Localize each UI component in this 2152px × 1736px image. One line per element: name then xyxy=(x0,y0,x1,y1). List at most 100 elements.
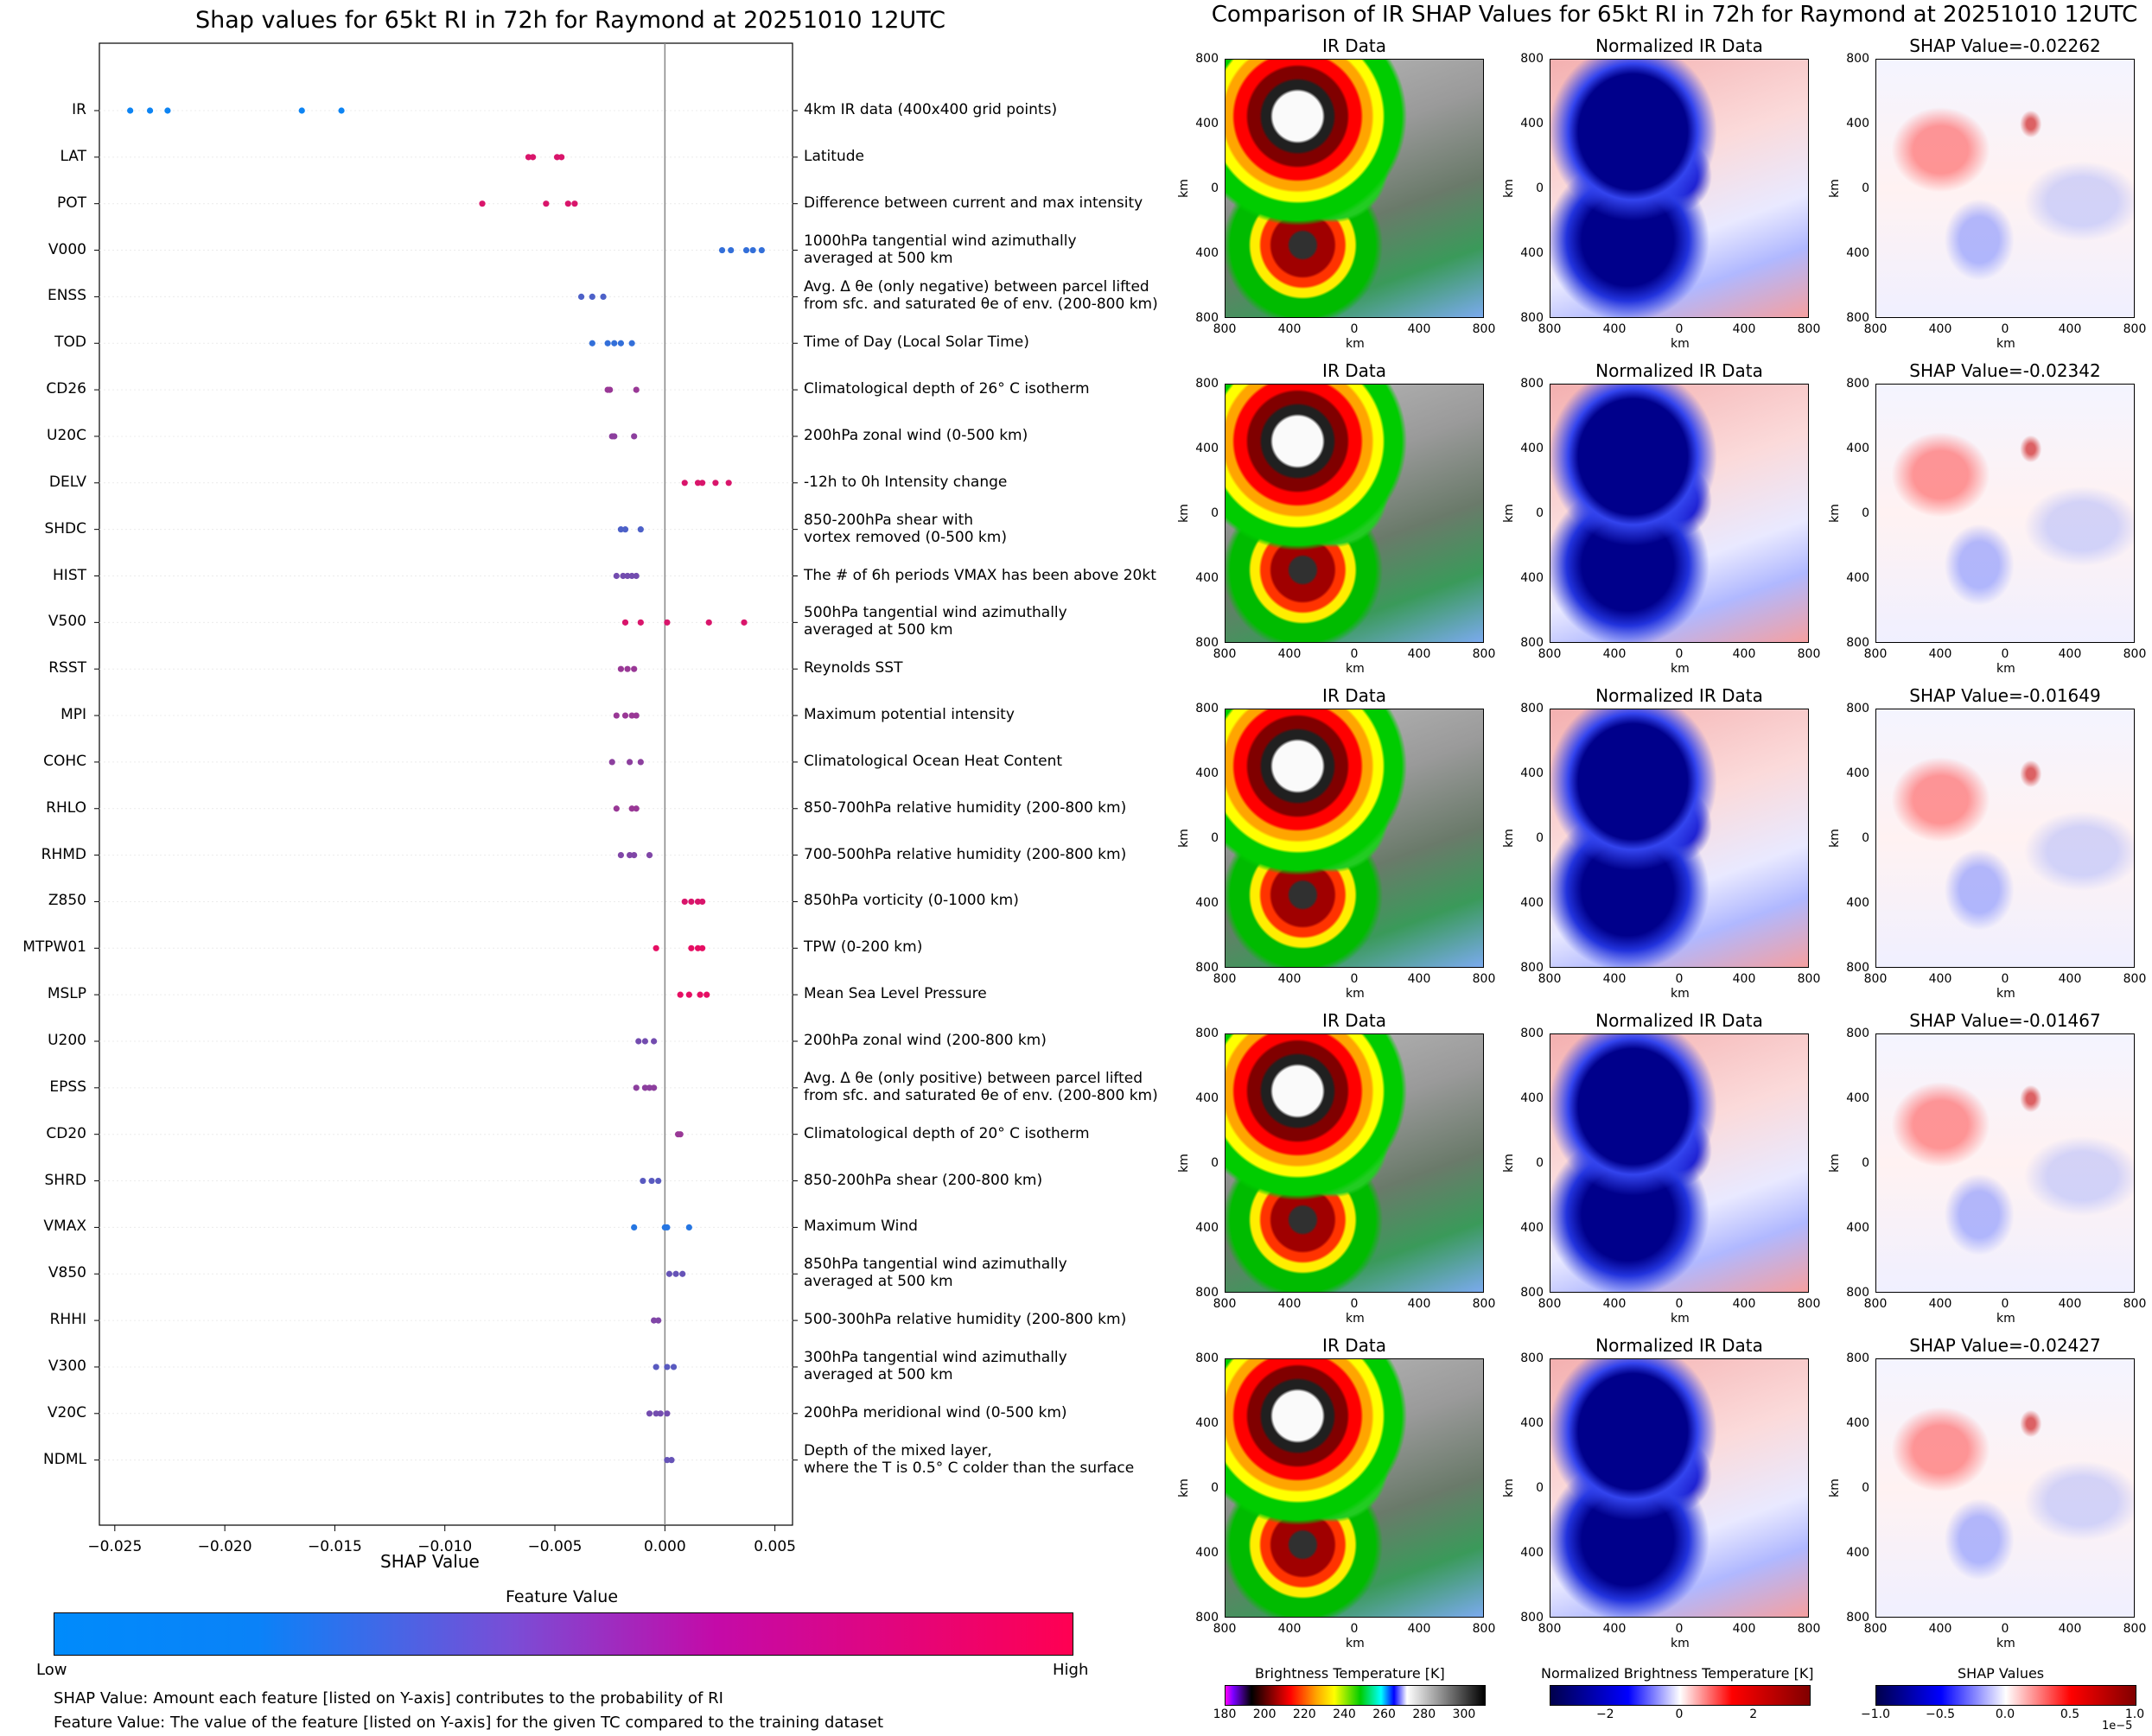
panel-y-tick-label: 0 xyxy=(1862,506,1869,520)
feature-label-pot: POT xyxy=(56,194,86,212)
panel-x-axis-label: km xyxy=(1996,987,2015,1001)
panel-x-tick-label: 400 xyxy=(1277,972,1302,986)
panel-x-tick-label: 0 xyxy=(1675,1297,1684,1311)
shap-point-v500 xyxy=(664,619,671,626)
shap-point-cohc xyxy=(637,759,644,766)
feature-label-shdc: SHDC xyxy=(44,519,86,537)
panel-x-axis-label: km xyxy=(1346,1637,1365,1650)
panel-y-tick-label: 400 xyxy=(1520,1091,1544,1105)
panel-x-axis-label: km xyxy=(1671,987,1690,1001)
feature-label-u20c: U20C xyxy=(47,426,86,444)
shap-point-ir xyxy=(338,107,345,114)
panel-x-tick-label: 800 xyxy=(1472,1297,1496,1311)
shap-point-lat xyxy=(558,154,565,161)
shap-point-mpi xyxy=(628,712,635,719)
feature-label-shrd: SHRD xyxy=(44,1171,86,1189)
panel-x-tick-label: 800 xyxy=(1797,1622,1821,1636)
panel-x-tick-label: 800 xyxy=(1797,972,1821,986)
panel-y-tick-label: 0 xyxy=(1211,181,1219,195)
panel-y-tick-label: 400 xyxy=(1195,246,1219,260)
feature-desc-u200: 200hPa zonal wind (200-800 km) xyxy=(804,1032,1047,1049)
shap-point-tod xyxy=(604,340,611,347)
colorbar-tick-label: 0.0 xyxy=(1995,1707,2015,1721)
shap-point-vmax xyxy=(685,1224,692,1230)
feature-desc-hist: The # of 6h periods VMAX has been above … xyxy=(804,566,1156,584)
panel-x-tick-label: 400 xyxy=(2058,1622,2082,1636)
shap-point-delv xyxy=(694,480,702,486)
feature-label-rhhi: RHHI xyxy=(49,1311,86,1329)
panel-y-tick-label: 800 xyxy=(1520,1286,1544,1300)
panel-x-tick-label: 400 xyxy=(1407,972,1431,986)
panel-x-tick-label: 800 xyxy=(1538,972,1562,986)
shap-point-rhhi xyxy=(651,1317,658,1324)
shap-point-hist xyxy=(620,572,627,580)
feature-value-colorbar-title: Feature Value xyxy=(506,1587,619,1606)
shap-point-epss xyxy=(651,1084,658,1091)
feature-desc-pot: Difference between current and max inten… xyxy=(804,194,1143,212)
panel-y-tick-label: 800 xyxy=(1520,52,1544,66)
panel-y-tick-label: 800 xyxy=(1846,52,1869,66)
panel-x-tick-label: 400 xyxy=(2058,647,2082,661)
shap-point-vmax xyxy=(664,1224,671,1230)
panel-x-tick-label: 0 xyxy=(1675,322,1684,336)
shap-point-v500 xyxy=(637,619,644,626)
x-tick-label: 0.005 xyxy=(754,1538,796,1555)
panel-x-tick-label: 0 xyxy=(2001,972,2009,986)
x-tick-label: −0.015 xyxy=(308,1538,362,1555)
panel-x-axis-label: km xyxy=(1346,662,1365,676)
feature-label-vmax: VMAX xyxy=(43,1218,86,1236)
panel-y-tick-label: 400 xyxy=(1520,571,1544,585)
feature-desc-v000: 1000hPa tangential wind azimuthally aver… xyxy=(804,232,1077,267)
feature-desc-rsst: Reynolds SST xyxy=(804,659,903,677)
panel-x-axis-label: km xyxy=(1996,662,2015,676)
shap-point-v850 xyxy=(665,1270,673,1277)
shap-point-mpi xyxy=(633,712,640,719)
panel-y-axis-label: km xyxy=(1501,179,1516,198)
panel-y-tick-label: 400 xyxy=(1195,1546,1219,1560)
colorbar-tick-label: 180 xyxy=(1213,1707,1237,1721)
panel-y-axis-label: km xyxy=(1501,829,1516,848)
shap-point-mslp xyxy=(704,991,710,998)
x-tick-label: −0.025 xyxy=(87,1538,142,1555)
feature-label-v300: V300 xyxy=(48,1357,86,1375)
feature-desc-cd20: Climatological depth of 20° C isotherm xyxy=(804,1124,1090,1142)
shap-point-shdc xyxy=(637,526,644,533)
shap-point-rhlo xyxy=(613,805,620,812)
panel-y-tick-label: 400 xyxy=(1195,1091,1219,1105)
bt-colorbar-title: Brightness Temperature [K] xyxy=(1255,1665,1445,1682)
shap-point-v500 xyxy=(741,619,748,626)
panel-x-tick-label: 0 xyxy=(1350,647,1359,661)
panel-x-tick-label: 800 xyxy=(1472,1622,1496,1636)
feature-value-colorbar xyxy=(54,1612,1073,1656)
shap-point-cd26 xyxy=(633,386,640,393)
colorbar-tick-label: 300 xyxy=(1452,1707,1476,1721)
panel-x-tick-label: 800 xyxy=(1538,322,1562,336)
shap-point-v000 xyxy=(758,246,765,254)
panel-x-tick-label: 800 xyxy=(1863,1297,1888,1311)
feature-label-delv: DELV xyxy=(48,473,86,491)
panel-y-tick-label: 400 xyxy=(1846,1546,1869,1560)
panel-x-tick-label: 400 xyxy=(2058,1297,2082,1311)
panel-y-tick-label: 400 xyxy=(1846,442,1869,455)
panel-x-tick-label: 400 xyxy=(1602,322,1627,336)
shap-point-v20c xyxy=(653,1410,659,1417)
ir-panel-title: IR Data xyxy=(1322,1335,1386,1356)
shap-point-mtpw01 xyxy=(653,944,659,951)
shap-point-v500 xyxy=(621,619,629,626)
feature-label-enss: ENSS xyxy=(47,287,86,305)
shap-point-pot xyxy=(479,200,486,207)
panel-y-tick-label: 400 xyxy=(1195,1416,1219,1430)
panel-x-tick-label: 800 xyxy=(1472,972,1496,986)
panel-y-tick-label: 800 xyxy=(1846,961,1869,975)
panel-x-tick-label: 400 xyxy=(1277,1297,1302,1311)
ir-panel-title: IR Data xyxy=(1322,35,1386,56)
panel-y-tick-label: 0 xyxy=(1862,1156,1869,1170)
shap-point-v20c xyxy=(646,1410,653,1417)
feature-label-v500: V500 xyxy=(48,613,86,631)
feature-desc-tod: Time of Day (Local Solar Time) xyxy=(804,334,1029,352)
panel-y-tick-label: 0 xyxy=(1536,1481,1544,1495)
feature-desc-z850: 850hPa vorticity (0-1000 km) xyxy=(804,892,1019,910)
feature-label-u200: U200 xyxy=(48,1032,86,1049)
panel-y-tick-label: 800 xyxy=(1195,377,1219,391)
panel-x-axis-label: km xyxy=(1346,1312,1365,1326)
